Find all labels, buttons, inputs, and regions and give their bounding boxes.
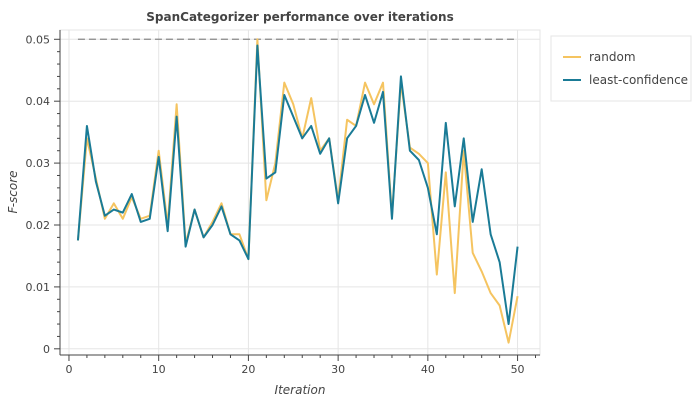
y-tick-label: 0.05 [26,33,51,46]
chart-title: SpanCategorizer performance over iterati… [146,10,453,24]
legend-label-least-confidence: least-confidence [589,73,688,87]
legend: random least-confidence [550,35,692,102]
y-tick-label: 0 [43,343,50,356]
axes: 0 10 20 30 40 50 0 0.01 0.02 0.03 0.04 0.05 [26,30,540,376]
legend-box [550,35,692,102]
legend-label-random: random [589,50,636,64]
x-tick-label: 40 [421,363,435,376]
x-tick-label: 0 [65,363,72,376]
x-axis-label: Iteration [275,383,326,397]
series-layer [76,38,519,344]
y-tick-label: 0.02 [26,219,51,232]
y-axis-label: F-score [6,170,20,213]
x-tick-label: 10 [152,363,166,376]
x-tick-label: 50 [511,363,525,376]
y-tick-label: 0.03 [26,157,51,170]
y-tick-label: 0.04 [26,95,51,108]
y-tick-label: 0.01 [26,281,51,294]
x-tick-label: 30 [331,363,345,376]
series-line-least-confidence [76,44,519,326]
x-tick-label: 20 [241,363,255,376]
